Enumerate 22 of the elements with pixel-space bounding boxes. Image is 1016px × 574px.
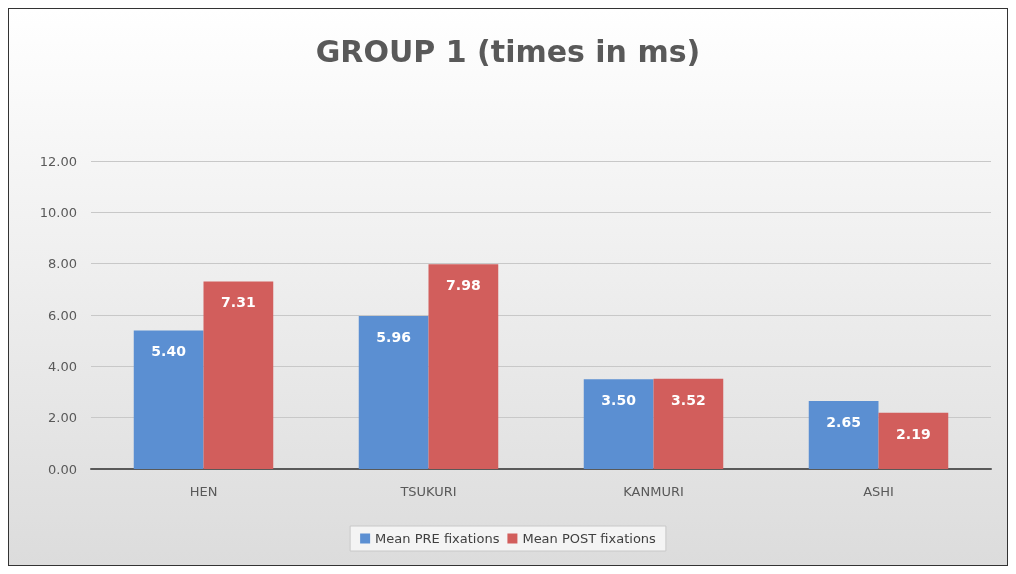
data-label: 3.52 bbox=[671, 391, 706, 408]
y-tick-label: 4.00 bbox=[48, 358, 77, 374]
data-label: 5.96 bbox=[376, 329, 411, 346]
y-tick-label: 2.00 bbox=[48, 410, 77, 426]
data-label: 7.98 bbox=[446, 277, 481, 294]
x-tick-label: HEN bbox=[189, 484, 218, 499]
y-tick-label: 8.00 bbox=[48, 256, 77, 272]
data-label: 3.50 bbox=[601, 392, 637, 409]
legend-label: Mean PRE fixations bbox=[375, 531, 500, 546]
data-label: 2.65 bbox=[826, 413, 861, 430]
x-tick-label: ASHI bbox=[863, 484, 894, 499]
data-label: 5.40 bbox=[151, 343, 187, 360]
legend-label: Mean POST fixations bbox=[522, 531, 657, 546]
x-tick-label: KANMURI bbox=[623, 484, 684, 499]
y-tick-label: 0.00 bbox=[48, 461, 77, 477]
y-tick-label: 10.00 bbox=[39, 204, 77, 220]
chart-title: GROUP 1 (times in ms) bbox=[315, 33, 701, 69]
y-tick-label: 6.00 bbox=[48, 307, 77, 323]
data-label: 7.31 bbox=[221, 294, 256, 311]
x-tick-label: TSUKURI bbox=[399, 484, 457, 499]
y-tick-label: 12.00 bbox=[39, 153, 77, 169]
data-label: 2.19 bbox=[896, 425, 931, 442]
